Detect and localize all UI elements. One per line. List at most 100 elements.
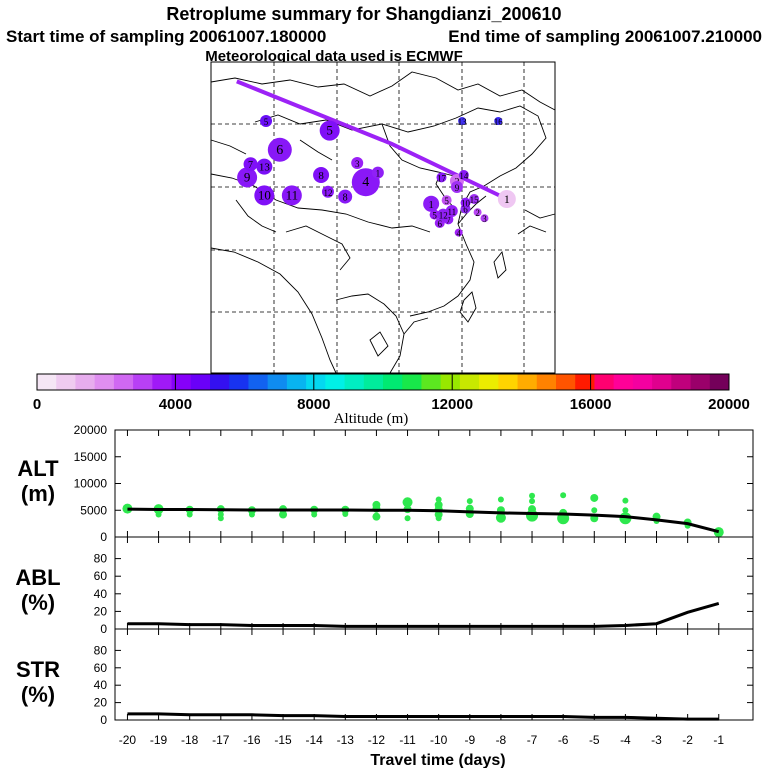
colorbar-cell (421, 374, 442, 390)
trajectory-marker-label: 2 (475, 208, 480, 218)
altitude-dot (372, 512, 381, 521)
y-tick-label: 40 (94, 587, 108, 601)
altitude-dot (560, 492, 567, 499)
colorbar-cell (248, 374, 269, 390)
trajectory-marker-label: 8 (318, 170, 324, 182)
colorbar-tick-label: 0 (33, 396, 41, 413)
colorbar-cell (517, 374, 538, 390)
x-tick-label: -9 (464, 733, 475, 747)
y-tick-label: 60 (94, 569, 108, 583)
trajectory-marker-label: 5 (264, 117, 269, 127)
altitude-dot (435, 515, 442, 522)
trajectory-marker-dot (460, 197, 471, 208)
colorbar-cell (75, 374, 96, 390)
colorbar-cell (363, 374, 384, 390)
colorbar-cell (94, 374, 115, 390)
trajectory-marker-label: 6 (463, 205, 468, 215)
trajectory-marker-dot (429, 209, 440, 220)
colorbar-cell (171, 374, 192, 390)
y-tick-label: 5000 (80, 503, 107, 517)
trajectory-marker-label: 17 (437, 173, 447, 183)
panel-name: ABL (15, 565, 60, 590)
colorbar-tick-label: 16000 (570, 396, 612, 413)
x-tick-label: -5 (589, 733, 600, 747)
trajectory-marker-dot (351, 157, 364, 169)
colorbar-cell (306, 374, 326, 390)
trajectory-marker-label: 4 (456, 229, 461, 239)
trajectory-marker-dot (458, 170, 469, 180)
y-tick-label: 60 (94, 661, 108, 675)
x-tick-label: -18 (181, 733, 199, 747)
x-tick-label: -17 (212, 733, 230, 747)
altitude-dot (217, 515, 224, 522)
trajectory-marker-label: 16 (494, 117, 504, 127)
trajectory-marker-label: 13 (458, 117, 468, 127)
x-tick-label: -19 (150, 733, 168, 747)
colorbar-cell (709, 374, 730, 390)
trajectory-marker: 5 (429, 209, 440, 221)
trajectory-marker-label: 9 (244, 169, 251, 184)
x-tick-label: -1 (713, 733, 724, 747)
altitude-dot (122, 503, 133, 514)
altitude-dot (622, 497, 629, 504)
colorbar-cell (575, 374, 595, 390)
colorbar-cell (556, 374, 576, 390)
altitude-dot (495, 512, 506, 523)
trajectory-marker: 4 (454, 228, 463, 239)
map-frame (210, 61, 556, 374)
trajectory-marker: 10 (254, 185, 275, 206)
start-time-label: Start time of sampling 20061007.180000 (6, 27, 326, 46)
trajectory-marker-label: 5 (326, 123, 333, 138)
trajectory-marker-dot (436, 172, 447, 183)
altitude-dot (186, 511, 193, 518)
colorbar-tick-label: 4000 (159, 396, 192, 413)
altitude-dot (466, 498, 473, 505)
x-tick-label: -2 (682, 733, 693, 747)
trajectory-marker-dot (237, 167, 258, 188)
panel-name: ALT (17, 456, 59, 481)
trajectory-marker: 5 (441, 195, 452, 206)
altitude-dot (279, 510, 288, 519)
trajectory-marker-label: 11 (447, 207, 456, 217)
y-tick-label: 0 (100, 713, 107, 727)
colorbar-cell (229, 374, 249, 390)
trajectory-marker-dot (454, 228, 463, 237)
trajectory-marker-dot (321, 185, 334, 198)
trajectory-marker-label: 3 (355, 159, 360, 169)
panel-unit: (%) (21, 590, 55, 615)
trajectory-marker-label: 9 (455, 183, 460, 193)
colorbar-cell (459, 374, 480, 390)
altitude-colorbar: 0 4000 8000 12000 16000 20000 Altitude (m) (33, 373, 750, 427)
x-tick-label: -16 (243, 733, 261, 747)
colorbar-cell (671, 374, 691, 390)
trajectory-marker-dot (260, 115, 273, 127)
y-tick-label: 20 (94, 696, 108, 710)
trajectory-marker: 1 (423, 195, 440, 212)
panel-name: STR (16, 657, 60, 682)
trajectory-marker: 7 (243, 157, 258, 172)
colorbar-cell (152, 374, 172, 390)
trajectory-marker-dot (267, 137, 292, 162)
altitude-dot (342, 510, 349, 517)
trajectory-marker-label: 13 (259, 162, 271, 174)
y-tick-label: 20 (94, 604, 108, 618)
x-tick-label: -11 (399, 733, 416, 747)
colorbar-cell (37, 374, 57, 390)
x-tick-label: -13 (337, 733, 355, 747)
trajectory-marker: 9 (237, 167, 258, 188)
x-tick-label: -12 (368, 733, 386, 747)
colorbar-cell (286, 374, 307, 390)
y-tick-label: 80 (94, 643, 108, 657)
x-tick-label: -20 (119, 733, 137, 747)
trajectory-marker-label: 4 (362, 175, 369, 190)
altitude-dot (497, 496, 504, 503)
colorbar-cell (190, 374, 211, 390)
trajectory-marker-label: 14 (459, 171, 469, 181)
colorbar-cell (267, 374, 288, 390)
x-axis-ticks: -20 -19 -18 -17 -16 -15 -14 -13 -12 -11 -10 -9 -8 -7 -… (119, 733, 725, 747)
trajectory-marker-label: 8 (343, 193, 348, 204)
trajectory-marker: 12 (437, 208, 450, 221)
altitude-dot (311, 511, 318, 518)
altitude-dot (590, 493, 599, 502)
x-tick-label: -8 (496, 733, 507, 747)
